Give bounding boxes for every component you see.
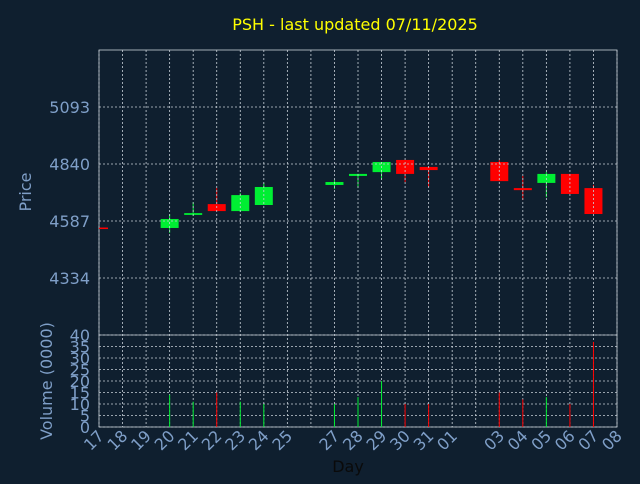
y-axis-label: Price [16, 172, 35, 211]
volume-tick-label: 0 [80, 418, 90, 437]
volume-tick-label: 20 [70, 372, 90, 391]
volume-tick-label: 40 [70, 326, 90, 345]
y-tick-label: 4587 [49, 212, 90, 231]
volume-tick-label: 10 [70, 395, 90, 414]
y-tick-label: 4840 [49, 155, 90, 174]
candle-body [99, 227, 108, 230]
volume-tick-label: 15 [70, 384, 90, 403]
volume-tick-label: 25 [70, 361, 90, 380]
candle-body [513, 188, 532, 191]
x-axis-label: Day [332, 457, 364, 476]
candle-body [419, 166, 438, 171]
volume-tick-label: 35 [70, 338, 90, 357]
volume-tick-label: 5 [80, 407, 90, 426]
volume-tick-label: 30 [70, 349, 90, 368]
y-tick-label: 5093 [49, 98, 90, 117]
y-tick-label: 4334 [49, 269, 90, 288]
volume-axis-label: Volume (0000) [37, 322, 56, 440]
chart-title: PSH - last updated 07/11/2025 [232, 15, 478, 34]
candle-body [584, 188, 603, 215]
